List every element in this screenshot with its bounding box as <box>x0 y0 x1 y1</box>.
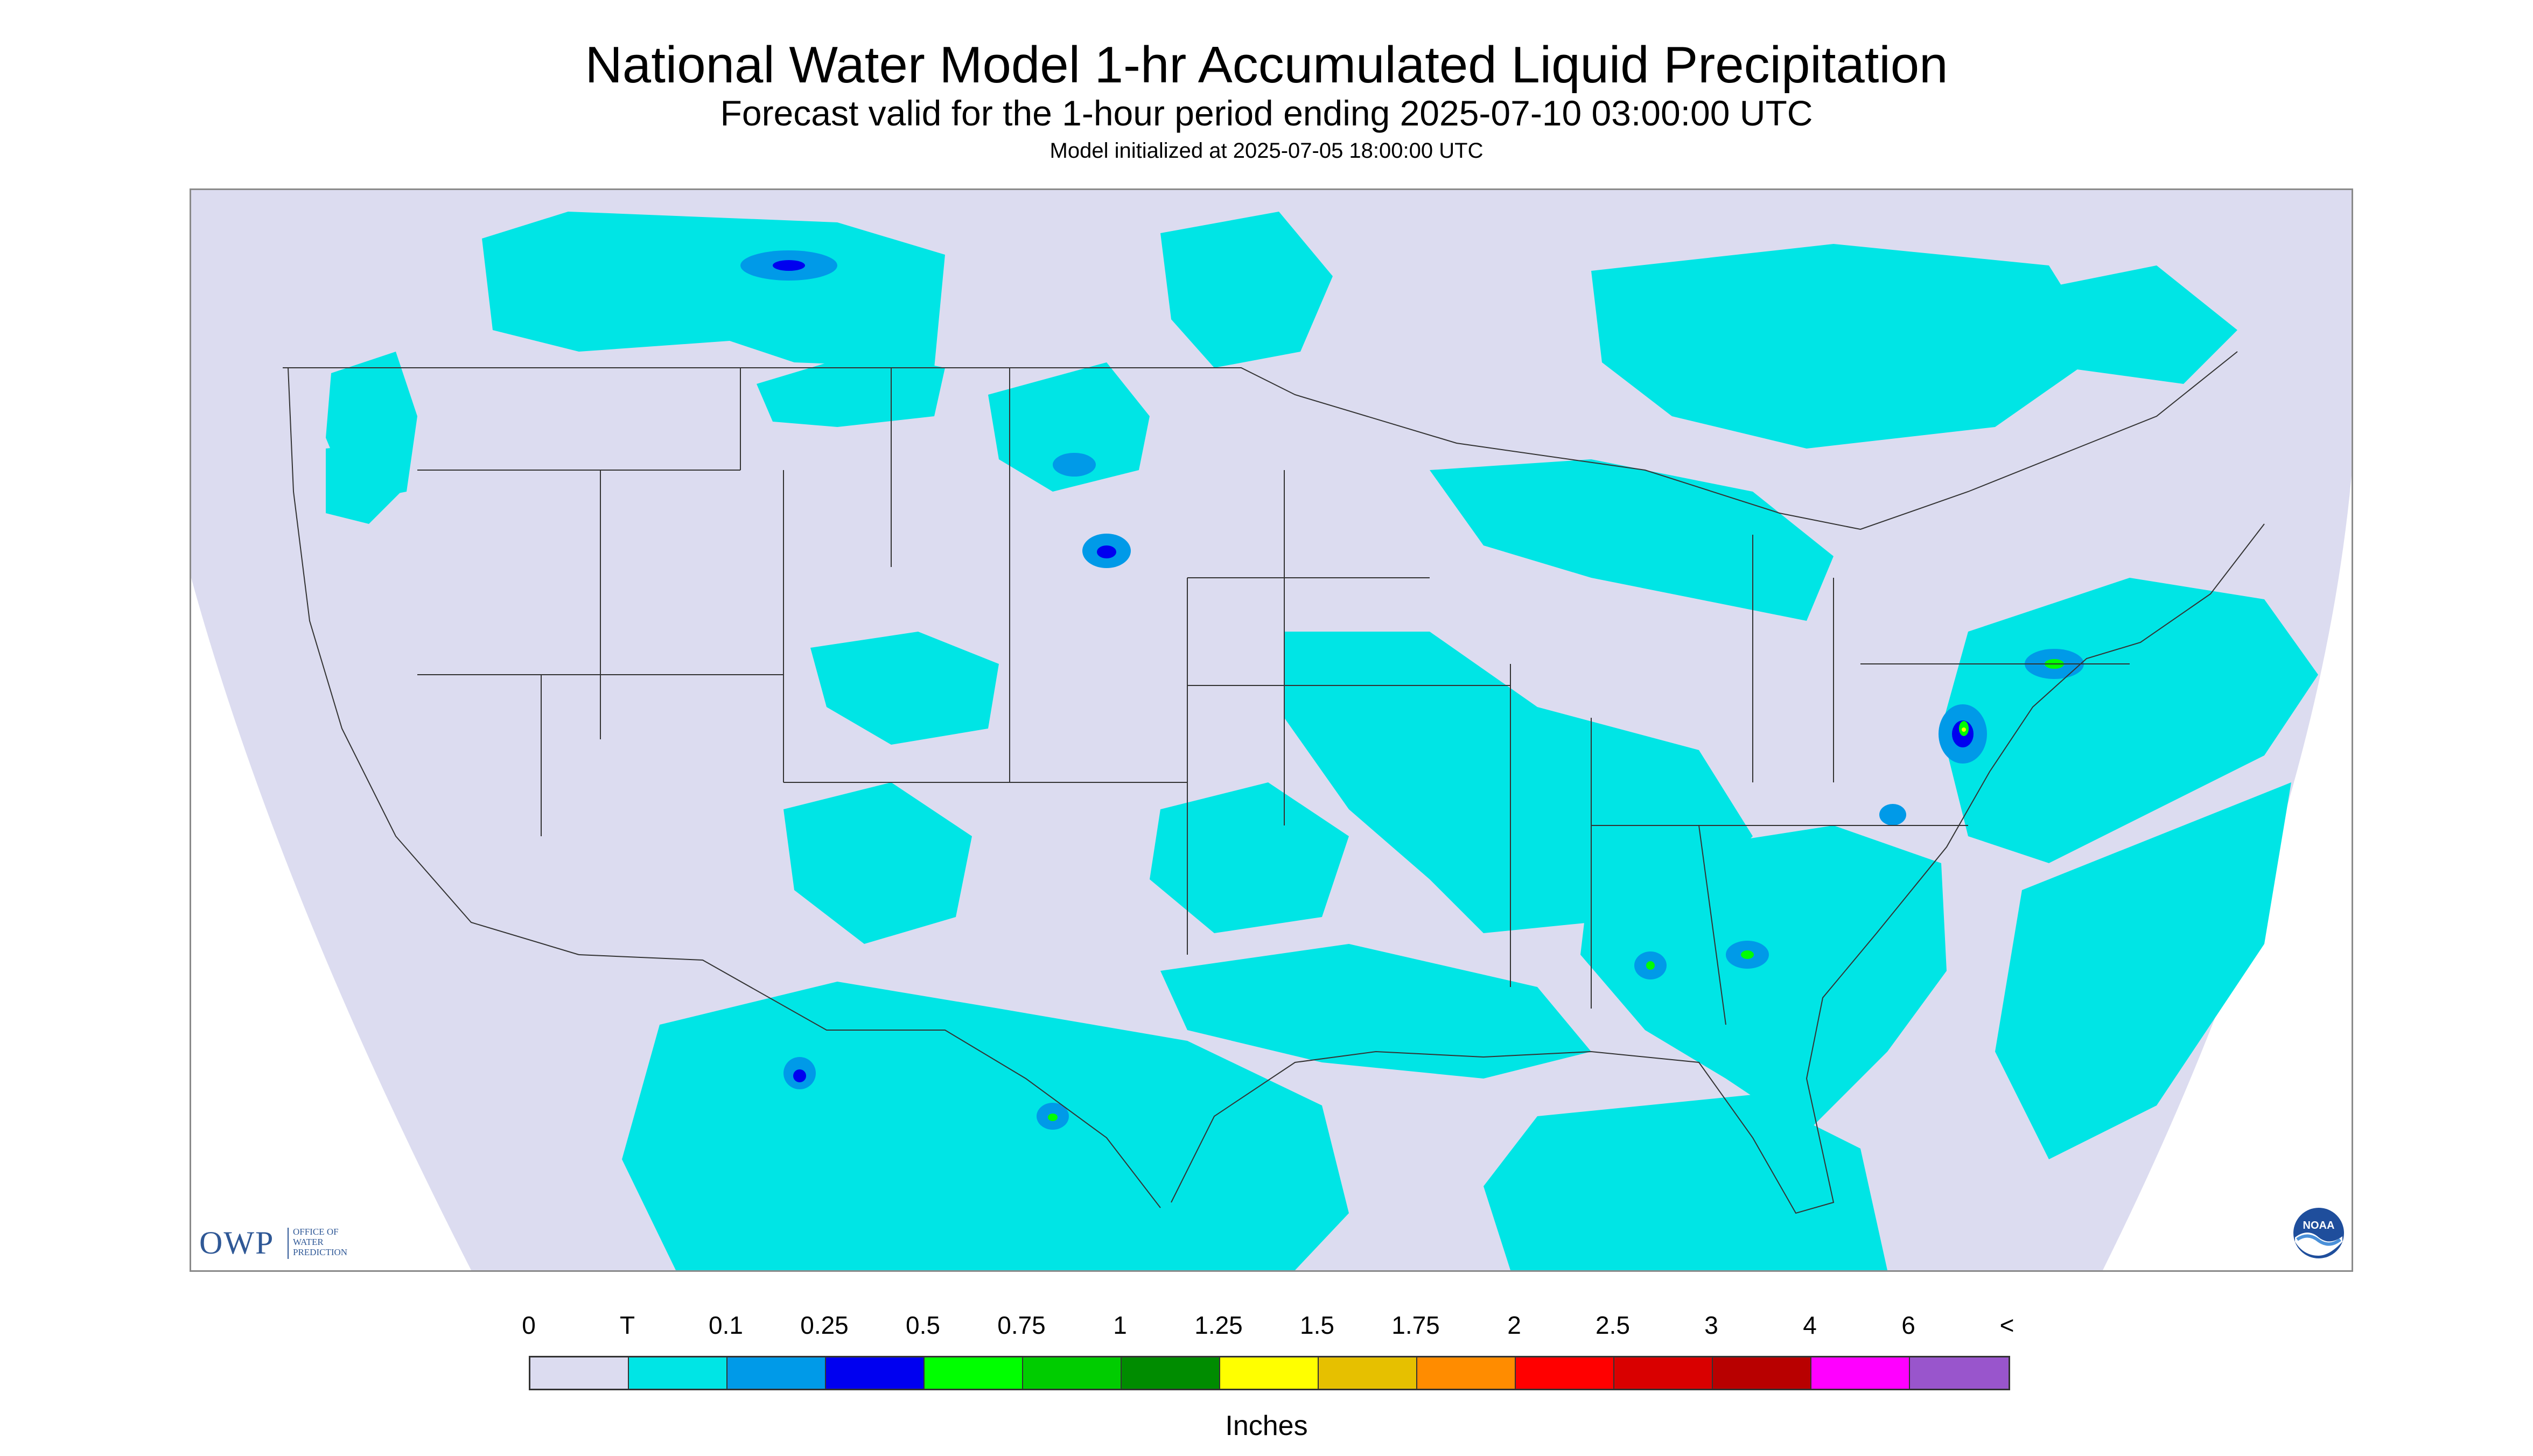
very-heavy-precip-layer <box>1962 727 1966 732</box>
precip-region-mexico <box>622 982 1349 1270</box>
colorbar-tick-label: 1.25 <box>1194 1311 1243 1339</box>
precip-region-ontario <box>1160 212 1333 368</box>
owp-logo-divider <box>288 1228 289 1259</box>
noaa-logo-text: NOAA <box>2303 1220 2335 1231</box>
trace-precip-layer <box>326 212 2318 1270</box>
colorbar-tick-label: 0.1 <box>709 1311 743 1339</box>
map-subtitle: Forecast valid for the 1-hour period end… <box>720 93 1813 133</box>
light-cell-nc <box>1879 804 1906 825</box>
precip-region-colorado <box>810 632 999 745</box>
moderate-cell-mexico <box>793 1069 806 1082</box>
us-east-coastline <box>1171 523 2265 1214</box>
colorbar-tick-label: 3 <box>1704 1311 1718 1339</box>
state-line-2 <box>541 368 1188 955</box>
very-heavy-cell-maryland <box>1962 727 1966 732</box>
moderate-cell-canada <box>773 260 805 271</box>
colorbar-units-label: Inches <box>1225 1410 1308 1441</box>
colorbar-tick-label: 0.5 <box>906 1311 940 1339</box>
colorbar-swatch <box>1023 1357 1122 1389</box>
light-cell-dakota-north <box>1053 453 1096 477</box>
colorbar-tick-label: 0 <box>522 1311 536 1339</box>
colorbar-swatch <box>826 1357 925 1389</box>
precip-region-southeast <box>1580 825 1947 1132</box>
owp-logo-letters: OWP <box>199 1225 275 1261</box>
heavy-cell-mexico-east <box>1048 1114 1058 1121</box>
colorbar-swatch <box>530 1357 629 1389</box>
heavy-cell-georgia <box>1741 950 1754 959</box>
state-line-4 <box>1591 535 1968 1025</box>
state-line-3 <box>1187 470 1511 987</box>
us-mexico-border <box>578 954 1161 1208</box>
colorbar-tick-label: 1.75 <box>1391 1311 1440 1339</box>
precip-region-mid-atlantic <box>1941 578 2318 863</box>
state-line-5 <box>600 368 2130 782</box>
owp-logo-line-1: OFFICE OF <box>293 1227 339 1237</box>
us-canada-border <box>283 351 2238 530</box>
colorbar-tick-label: 1 <box>1113 1311 1127 1339</box>
colorbar-legend: 0 T 0.1 0.25 0.5 0.75 1 1.25 1.5 1.75 2 2.5 3 4 6 < Inc… <box>0 1298 2533 1448</box>
owp-logo-line-2: WATER <box>293 1237 324 1247</box>
colorbar-swatch <box>1811 1357 1910 1389</box>
moderate-cell-dakota <box>1097 545 1116 558</box>
precip-region-great-lakes <box>1430 459 1834 621</box>
precip-region-dakotas <box>988 362 1150 492</box>
precip-region-montana <box>757 352 945 427</box>
precip-region-atlantic-offshore <box>1995 782 2291 1159</box>
colorbar-swatch <box>1910 1357 2009 1389</box>
colorbar-swatch <box>1220 1357 1319 1389</box>
colorbar-tick-label: 0.75 <box>997 1311 1046 1339</box>
heavy-cell-alabama <box>1646 961 1655 970</box>
boundary-layer <box>283 351 2265 1214</box>
map-title: National Water Model 1-hr Accumulated Li… <box>585 36 1948 94</box>
colorbar-tick-label: 4 <box>1803 1311 1817 1339</box>
colorbar-swatch <box>1417 1357 1516 1389</box>
colorbar-tick-label: T <box>619 1311 635 1339</box>
colorbar-tick-label: < <box>1999 1311 2014 1339</box>
precip-region-gulf-south <box>1484 1095 1887 1270</box>
precip-region-ne-canada <box>1995 265 2237 384</box>
colorbar-swatch <box>1516 1357 1614 1389</box>
owp-logo-subtitle: OFFICE OF WATER PREDICTION <box>293 1227 347 1257</box>
precip-region-texas <box>1150 782 1349 933</box>
colorbar-swatch <box>1713 1357 1811 1389</box>
precip-region-southwest <box>783 782 972 944</box>
us-west-coastline <box>288 367 579 955</box>
colorbar-swatch <box>1319 1357 1417 1389</box>
colorbar-tick-label: 6 <box>1901 1311 1915 1339</box>
precipitation-map[interactable] <box>190 188 2353 1272</box>
colorbar-swatch <box>1122 1357 1220 1389</box>
owp-logo-line-3: PREDICTION <box>293 1247 348 1257</box>
colorbar-swatch <box>629 1357 727 1389</box>
precip-region-canada-west <box>482 212 945 368</box>
precip-region-quebec <box>1591 244 2103 449</box>
colorbar <box>529 1356 2010 1390</box>
colorbar-tick-label: 2 <box>1507 1311 1521 1339</box>
noaa-logo: NOAA <box>2292 1207 2345 1259</box>
colorbar-tick-label: 2.5 <box>1596 1311 1630 1339</box>
colorbar-tick-label: 1.5 <box>1300 1311 1334 1339</box>
colorbar-swatch <box>1614 1357 1713 1389</box>
precip-region-gulf <box>1160 944 1591 1079</box>
map-canvas <box>191 190 2352 1270</box>
colorbar-tick-label: 0.25 <box>800 1311 849 1339</box>
owp-logo: OWP OFFICE OF WATER PREDICTION <box>197 1222 423 1265</box>
colorbar-swatch <box>727 1357 826 1389</box>
colorbar-swatch <box>925 1357 1023 1389</box>
model-init-line: Model initialized at 2025-07-05 18:00:00… <box>1049 139 1484 163</box>
precip-region-pacific-nw <box>326 443 401 524</box>
